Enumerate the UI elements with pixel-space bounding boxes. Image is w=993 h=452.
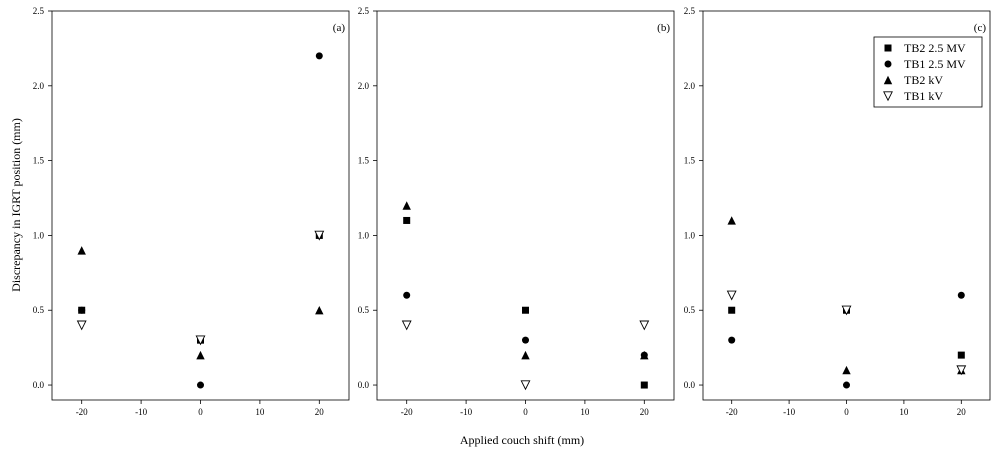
data-point xyxy=(957,291,965,299)
legend-marker xyxy=(883,75,893,85)
data-point xyxy=(640,350,649,360)
y-tick-label: 0.5 xyxy=(33,305,45,315)
data-point xyxy=(522,336,529,344)
x-tick-label: -10 xyxy=(135,407,147,417)
y-tick-label: 1.0 xyxy=(33,230,45,240)
data-point xyxy=(76,320,87,331)
legend-label: TB1 kV xyxy=(904,89,943,103)
data-point xyxy=(728,336,736,344)
x-tick-label: 10 xyxy=(255,407,265,417)
data-point xyxy=(401,320,412,331)
legend: TB2 2.5 MV TB1 2.5 MV TB2 kV TB1 kV xyxy=(873,36,983,108)
legend-marker xyxy=(883,91,893,102)
panel-1: -20 -10 0 10 20 0.0 0.5 1.0 1.5 2.0 2.5 (a) xyxy=(33,6,350,417)
data-point xyxy=(727,216,736,225)
x-tick-label: 20 xyxy=(315,407,325,417)
data-point xyxy=(522,306,529,314)
data-point xyxy=(956,365,967,376)
x-tick-label: 20 xyxy=(640,407,650,417)
data-point xyxy=(521,350,530,360)
y-tick-label: 1.0 xyxy=(358,230,370,240)
y-tick-label: 2.0 xyxy=(358,81,370,91)
y-tick-label: 0.0 xyxy=(684,380,696,390)
y-tick-label: 2.5 xyxy=(358,6,370,16)
data-point xyxy=(957,351,965,359)
x-tick-label: 10 xyxy=(580,407,590,417)
legend-label: TB1 2.5 MV xyxy=(904,57,966,71)
y-tick-label: 2.5 xyxy=(33,6,45,16)
data-point xyxy=(726,290,737,301)
data-point xyxy=(520,380,531,391)
data-point xyxy=(728,306,736,314)
data-point xyxy=(403,291,411,299)
data-point xyxy=(78,306,86,314)
y-tick-label: 2.0 xyxy=(33,81,45,91)
panel-label: (c) xyxy=(974,22,987,34)
panel-3: -20 -10 0 10 20 0.0 0.5 1.0 1.5 2.0 2.5 (c) xyxy=(684,6,991,417)
data-point xyxy=(403,216,411,224)
panel-label: (a) xyxy=(333,22,346,34)
y-tick-label: 1.5 xyxy=(684,156,696,166)
x-tick-label: -20 xyxy=(76,407,88,417)
y-tick-label: 0.0 xyxy=(358,380,370,390)
data-point xyxy=(314,230,325,241)
y-tick-label: 0.0 xyxy=(33,380,45,390)
y-tick-label: 0.5 xyxy=(358,305,370,315)
panel-2: -20 -10 0 10 20 0.0 0.5 1.0 1.5 2.0 2.5 (b) xyxy=(358,6,675,417)
y-tick-label: 2.0 xyxy=(684,81,696,91)
y-tick-label: 1.5 xyxy=(33,156,45,166)
y-axis-title: Discrepancy in IGRT position (mm) xyxy=(9,118,23,292)
legend-label: TB2 kV xyxy=(904,73,943,87)
panels: -20 -10 0 10 20 0.0 0.5 1.0 1.5 2.0 2.5 (a) -20 -10 0 1… xyxy=(33,6,991,417)
legend-label: TB2 2.5 MV xyxy=(904,41,966,55)
legend-marker xyxy=(884,60,892,68)
x-tick-label: 10 xyxy=(899,407,909,417)
data-point xyxy=(196,350,205,360)
data-point xyxy=(315,306,324,315)
data-point xyxy=(315,52,323,60)
x-tick-label: -20 xyxy=(726,407,738,417)
x-axis-title: Applied couch shift (mm) xyxy=(460,433,584,447)
data-point xyxy=(843,381,850,389)
panel-label: (b) xyxy=(657,22,670,34)
y-tick-label: 2.5 xyxy=(684,6,696,16)
y-tick-label: 1.0 xyxy=(684,230,696,240)
data-point xyxy=(402,201,411,210)
x-tick-label: -20 xyxy=(401,407,413,417)
x-tick-label: 0 xyxy=(198,407,203,417)
y-tick-label: 1.5 xyxy=(358,156,370,166)
x-tick-label: 0 xyxy=(844,407,849,417)
data-point xyxy=(195,335,206,346)
x-tick-label: 0 xyxy=(523,407,528,417)
x-tick-label: -10 xyxy=(783,407,795,417)
legend-marker xyxy=(884,44,892,52)
x-tick-label: 20 xyxy=(957,407,967,417)
legend-box xyxy=(873,36,983,108)
y-tick-label: 0.5 xyxy=(684,305,696,315)
x-tick-label: -10 xyxy=(460,407,472,417)
data-point xyxy=(77,246,86,255)
data-point xyxy=(640,381,648,389)
data-point xyxy=(842,365,851,375)
data-point xyxy=(197,381,204,389)
data-point xyxy=(639,320,650,331)
data-point xyxy=(841,305,852,316)
